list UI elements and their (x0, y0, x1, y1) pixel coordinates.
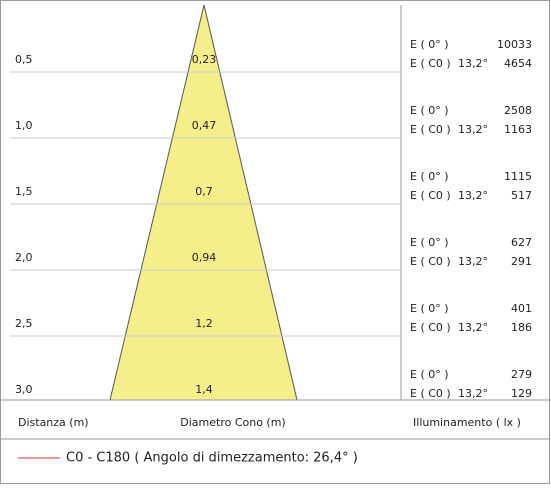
distance: 1,0 (15, 119, 33, 132)
ec0-angle: 13,2° (458, 321, 488, 334)
ec0-value: 291 (511, 255, 532, 268)
diameter: 0,23 (192, 53, 217, 66)
ec0-angle: 13,2° (458, 255, 488, 268)
ec0-angle: 13,2° (458, 57, 488, 70)
header: Distanza (m) (18, 416, 89, 429)
distance: 2,0 (15, 251, 33, 264)
e0-value: 10033 (497, 38, 532, 51)
e0-value: 401 (511, 302, 532, 315)
e0-label: E ( 0° ) (410, 236, 449, 249)
e0-label: E ( 0° ) (410, 104, 449, 117)
diameter: 0,94 (192, 251, 217, 264)
diameter: 1,2 (195, 317, 213, 330)
ec0-label: E ( C0 ) (410, 255, 451, 268)
ec0-label: E ( C0 ) (410, 57, 451, 70)
header: Diametro Cono (m) (180, 416, 285, 429)
e0-label: E ( 0° ) (410, 368, 449, 381)
ec0-label: E ( C0 ) (410, 387, 451, 400)
ec0-value: 517 (511, 189, 532, 202)
ec0-label: E ( C0 ) (410, 321, 451, 334)
distance: 3,0 (15, 383, 33, 396)
ec0-value: 1163 (504, 123, 532, 136)
e0-label: E ( 0° ) (410, 170, 449, 183)
ec0-value: 4654 (504, 57, 532, 70)
distance: 2,5 (15, 317, 33, 330)
ec0-angle: 13,2° (458, 123, 488, 136)
e0-value: 627 (511, 236, 532, 249)
distance: 1,5 (15, 185, 33, 198)
e0-value: 279 (511, 368, 532, 381)
e0-value: 1115 (504, 170, 532, 183)
e0-label: E ( 0° ) (410, 302, 449, 315)
ec0-angle: 13,2° (458, 189, 488, 202)
ec0-value: 129 (511, 387, 532, 400)
ec0-label: E ( C0 ) (410, 123, 451, 136)
legend-label: C0 - C180 ( Angolo di dimezzamento: 26,4… (66, 451, 358, 466)
ec0-label: E ( C0 ) (410, 189, 451, 202)
diameter: 0,47 (192, 119, 217, 132)
e0-label: E ( 0° ) (410, 38, 449, 51)
distance: 0,5 (15, 53, 33, 66)
ec0-value: 186 (511, 321, 532, 334)
header: Illuminamento ( lx ) (413, 416, 521, 429)
ec0-angle: 13,2° (458, 387, 488, 400)
diameter: 1,4 (195, 383, 213, 396)
diameter: 0,7 (195, 185, 213, 198)
e0-value: 2508 (504, 104, 532, 117)
